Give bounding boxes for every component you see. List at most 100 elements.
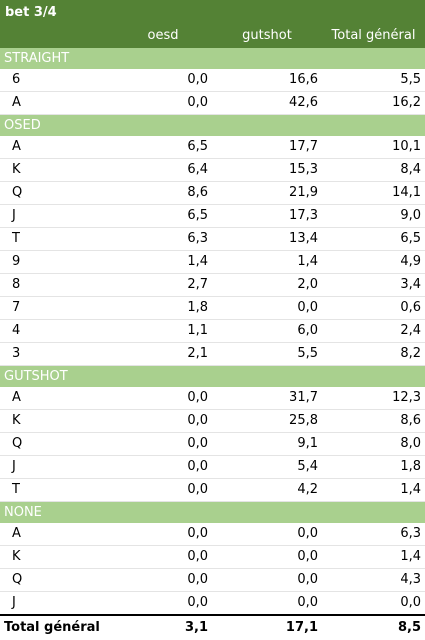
- cell-oesd: 0,0: [114, 455, 212, 479]
- row-label: T: [0, 478, 114, 502]
- row-label: 8: [0, 273, 114, 297]
- group-header-row[interactable]: STRAIGHT: [0, 48, 425, 69]
- row-label: A: [0, 136, 114, 159]
- cell-oesd: 0,0: [114, 568, 212, 592]
- group-header-row[interactable]: NONE: [0, 501, 425, 523]
- row-label: Q: [0, 432, 114, 456]
- column-header-total[interactable]: Total général: [322, 26, 425, 48]
- cell-gutshot: 0,0: [212, 296, 322, 320]
- cell-oesd: 1,4: [114, 250, 212, 274]
- cell-gutshot: 0,0: [212, 523, 322, 546]
- cell-total: 9,0: [322, 204, 425, 228]
- row-label: 3: [0, 342, 114, 366]
- row-label: K: [0, 409, 114, 433]
- cell-total: 6,5: [322, 227, 425, 251]
- cell-oesd: 0,0: [114, 409, 212, 433]
- cell-gutshot: 0,0: [212, 568, 322, 592]
- cell-oesd: 8,6: [114, 181, 212, 205]
- table-row: Q 0,0 9,1 8,0: [0, 432, 425, 456]
- cell-oesd: 2,1: [114, 342, 212, 366]
- cell-total: 0,0: [322, 591, 425, 616]
- cell-oesd: 6,5: [114, 204, 212, 228]
- cell-gutshot: 17,7: [212, 136, 322, 159]
- cell-gutshot: 5,4: [212, 455, 322, 479]
- cell-gutshot: 5,5: [212, 342, 322, 366]
- grand-total-label: Total général: [0, 614, 114, 640]
- cell-oesd: 2,7: [114, 273, 212, 297]
- cell-gutshot: 17,3: [212, 204, 322, 228]
- group-label[interactable]: OSED: [0, 114, 425, 136]
- table-row: J 6,5 17,3 9,0: [0, 204, 425, 228]
- cell-total: 1,4: [322, 545, 425, 569]
- table-title: bet 3/4: [0, 0, 425, 26]
- group-label[interactable]: NONE: [0, 501, 425, 523]
- table-row: Q 0,0 0,0 4,3: [0, 568, 425, 592]
- cell-oesd: 0,0: [114, 523, 212, 546]
- cell-total: 1,8: [322, 455, 425, 479]
- cell-gutshot: 9,1: [212, 432, 322, 456]
- row-label: J: [0, 591, 114, 616]
- cell-gutshot: 25,8: [212, 409, 322, 433]
- cell-oesd: 1,1: [114, 319, 212, 343]
- cell-total: 3,4: [322, 273, 425, 297]
- column-header-gutshot[interactable]: gutshot: [212, 26, 322, 48]
- table-row: T 0,0 4,2 1,4: [0, 478, 425, 502]
- cell-total: 4,3: [322, 568, 425, 592]
- row-label: A: [0, 387, 114, 410]
- cell-gutshot: 0,0: [212, 591, 322, 616]
- table-row: 7 1,8 0,0 0,6: [0, 296, 425, 320]
- row-label: J: [0, 455, 114, 479]
- cell-oesd: 1,8: [114, 296, 212, 320]
- cell-total: 8,2: [322, 342, 425, 366]
- cell-total: 6,3: [322, 523, 425, 546]
- cell-total: 1,4: [322, 478, 425, 502]
- cell-total: 2,4: [322, 319, 425, 343]
- cell-total: 14,1: [322, 181, 425, 205]
- row-label: 9: [0, 250, 114, 274]
- grand-total-oesd: 3,1: [114, 614, 212, 640]
- cell-total: 12,3: [322, 387, 425, 410]
- table-row: A 0,0 0,0 6,3: [0, 523, 425, 546]
- table-row: A 6,5 17,7 10,1: [0, 136, 425, 159]
- row-label: J: [0, 204, 114, 228]
- table-row: J 0,0 0,0 0,0: [0, 591, 425, 616]
- row-label: 6: [0, 69, 114, 92]
- table-row: 8 2,7 2,0 3,4: [0, 273, 425, 297]
- table-row: T 6,3 13,4 6,5: [0, 227, 425, 251]
- table-row: K 0,0 25,8 8,6: [0, 409, 425, 433]
- row-label: A: [0, 523, 114, 546]
- row-label: T: [0, 227, 114, 251]
- column-header-empty: [0, 26, 114, 48]
- row-label: 4: [0, 319, 114, 343]
- cell-gutshot: 21,9: [212, 181, 322, 205]
- cell-total: 10,1: [322, 136, 425, 159]
- cell-oesd: 0,0: [114, 91, 212, 115]
- table-row: 9 1,4 1,4 4,9: [0, 250, 425, 274]
- table-row: 6 0,0 16,6 5,5: [0, 69, 425, 92]
- table-row: Q 8,6 21,9 14,1: [0, 181, 425, 205]
- cell-gutshot: 13,4: [212, 227, 322, 251]
- table-row: 4 1,1 6,0 2,4: [0, 319, 425, 343]
- group-header-row[interactable]: GUTSHOT: [0, 365, 425, 387]
- cell-gutshot: 42,6: [212, 91, 322, 115]
- table-row: K 6,4 15,3 8,4: [0, 158, 425, 182]
- cell-oesd: 0,0: [114, 545, 212, 569]
- cell-gutshot: 6,0: [212, 319, 322, 343]
- row-label: 7: [0, 296, 114, 320]
- group-label[interactable]: STRAIGHT: [0, 48, 425, 69]
- row-label: Q: [0, 181, 114, 205]
- grand-total-row: Total général 3,1 17,1 8,5: [0, 614, 425, 640]
- table-row: A 0,0 42,6 16,2: [0, 91, 425, 115]
- group-header-row[interactable]: OSED: [0, 114, 425, 136]
- cell-gutshot: 1,4: [212, 250, 322, 274]
- grand-total-overall: 8,5: [322, 614, 425, 640]
- table-row: K 0,0 0,0 1,4: [0, 545, 425, 569]
- cell-gutshot: 2,0: [212, 273, 322, 297]
- group-label[interactable]: GUTSHOT: [0, 365, 425, 387]
- cell-gutshot: 4,2: [212, 478, 322, 502]
- table-row: A 0,0 31,7 12,3: [0, 387, 425, 410]
- column-header-oesd[interactable]: oesd: [114, 26, 212, 48]
- cell-total: 0,6: [322, 296, 425, 320]
- row-label: Q: [0, 568, 114, 592]
